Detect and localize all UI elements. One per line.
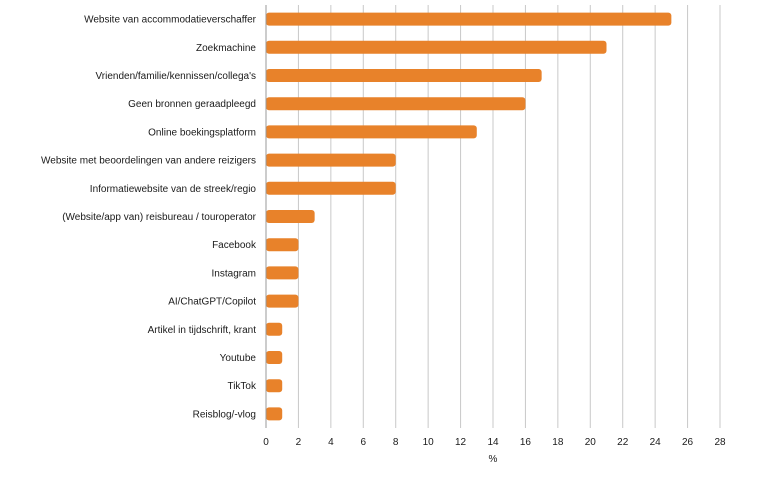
category-label: Artikel in tijdschrift, krant: [148, 325, 257, 336]
category-label: Zoekmachine: [196, 43, 256, 54]
x-tick-label: 28: [714, 437, 726, 448]
category-label: Reisblog/-vlog: [193, 409, 256, 420]
bar: [266, 181, 396, 195]
bar: [266, 153, 396, 167]
category-label: Website van accommodatieverschaffer: [84, 15, 257, 26]
x-tick-label: 10: [423, 437, 435, 448]
x-tick-label: 16: [520, 437, 532, 448]
x-tick-labels: 0 2 4 6 8 10 12 14 16 18 20 22 24 26 28: [263, 437, 726, 448]
category-label: Online boekingsplatform: [148, 127, 256, 138]
bars: [266, 12, 672, 421]
bar: [266, 40, 607, 54]
category-label: AI/ChatGPT/Copilot: [168, 297, 256, 308]
x-tick-label: 12: [455, 437, 467, 448]
x-tick-label: 18: [552, 437, 564, 448]
gridlines: [297, 5, 721, 428]
bar: [266, 69, 542, 82]
bar: [266, 12, 672, 26]
x-tick-label: 22: [617, 437, 629, 448]
x-tick-label: 4: [328, 437, 334, 448]
bar: [266, 125, 477, 139]
bar: [266, 407, 283, 421]
x-tick-label: 8: [393, 437, 399, 448]
x-tick-label: 2: [296, 437, 302, 448]
bar: [266, 322, 283, 336]
category-label: Vrienden/familie/kennissen/collega's: [95, 71, 256, 82]
bar: [266, 266, 299, 280]
x-tick-label: 20: [585, 437, 597, 448]
category-label: TikTok: [227, 381, 257, 392]
x-tick-label: 24: [650, 437, 662, 448]
category-label: Geen bronnen geraadpleegd: [128, 99, 256, 110]
bar: [266, 238, 299, 252]
category-label: (Website/app van) reisbureau / touropera…: [62, 212, 256, 223]
category-label: Facebook: [212, 240, 257, 251]
bar: [266, 379, 283, 393]
category-label: Instagram: [212, 268, 256, 279]
bar: [266, 351, 283, 364]
bar: [266, 210, 315, 223]
x-axis-title: %: [489, 454, 498, 465]
category-label: Website met beoordelingen van andere rei…: [41, 156, 256, 167]
x-tick-label: 0: [263, 437, 269, 448]
category-label: Informatiewebsite van de streek/regio: [90, 184, 257, 195]
category-label: Youtube: [220, 353, 257, 364]
x-tick-label: 14: [487, 437, 499, 448]
category-labels: Website van accommodatieverschaffer Zoekm…: [41, 15, 257, 421]
x-tick-label: 6: [361, 437, 367, 448]
bar: [266, 97, 526, 111]
x-tick-label: 26: [682, 437, 694, 448]
bar: [266, 294, 299, 308]
